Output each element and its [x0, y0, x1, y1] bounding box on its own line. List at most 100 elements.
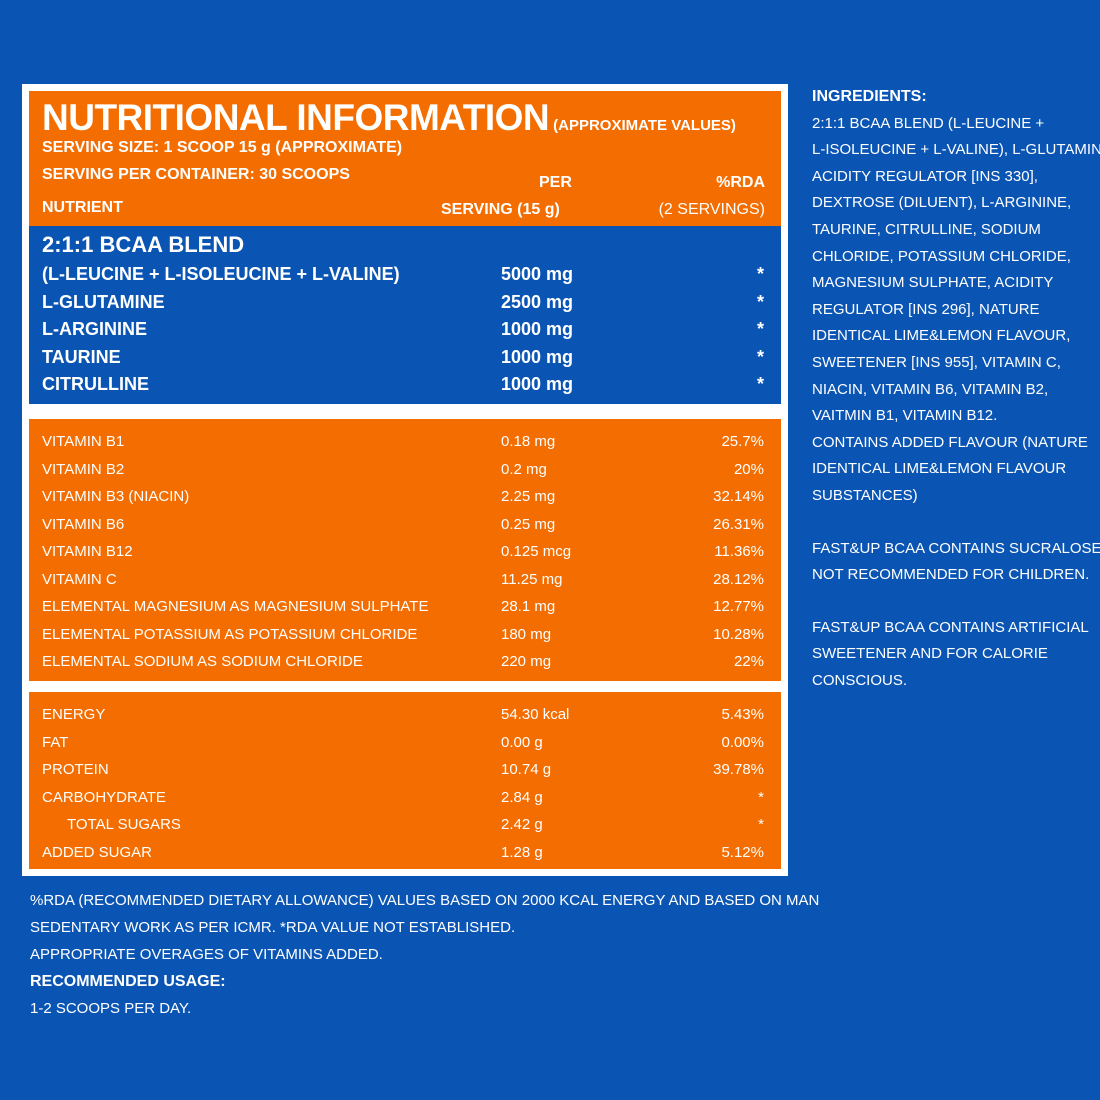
table-row: VITAMIN B3 (NIACIN) 2.25 mg 32.14%	[29, 486, 781, 513]
bcaa-title: 2:1:1 BCAA BLEND	[42, 232, 245, 257]
table-row: ELEMENTAL SODIUM AS SODIUM CHLORIDE 220 …	[29, 651, 781, 678]
table-row: ELEMENTAL MAGNESIUM AS MAGNESIUM SULPHAT…	[29, 596, 781, 623]
ingredients-line: DEXTROSE (DILUENT), L-ARGININE,	[812, 194, 1072, 212]
nutrient-rda: 28.12%	[713, 571, 764, 588]
table-row: CARBOHYDRATE 2.84 g *	[29, 787, 781, 814]
nutrient-name: ELEMENTAL POTASSIUM AS POTASSIUM CHLORID…	[42, 626, 418, 643]
nutrition-title: NUTRITIONAL INFORMATION (APPROXIMATE VALU…	[42, 97, 736, 139]
nutrient-name: L-GLUTAMINE	[42, 292, 165, 312]
nutrient-value: 0.25 mg	[501, 516, 556, 533]
table-row: ELEMENTAL POTASSIUM AS POTASSIUM CHLORID…	[29, 624, 781, 651]
table-row: VITAMIN B2 0.2 mg 20%	[29, 459, 781, 486]
overages-note: APPROPRIATE OVERAGES OF VITAMINS ADDED.	[30, 946, 383, 963]
ingredients-line: NIACIN, VITAMIN B6, VITAMIN B2,	[812, 380, 1049, 398]
table-row: VITAMIN B1 0.18 mg 25.7%	[29, 431, 781, 458]
sweetener-note: FAST&UP BCAA CONTAINS ARTIFICIAL	[812, 618, 1089, 636]
nutrient-value: 28.1 mg	[501, 598, 556, 615]
nutrient-rda: 12.77%	[713, 598, 764, 615]
nutrient-value: 10.74 g	[501, 761, 552, 778]
spacer	[812, 589, 1092, 615]
column-header-nutrient: NUTRIENT	[42, 199, 123, 216]
footnotes: %RDA (RECOMMENDED DIETARY ALLOWANCE) VAL…	[30, 887, 820, 1022]
nutrient-rda: 25.7%	[721, 433, 764, 450]
nutrient-name: VITAMIN B2	[42, 461, 125, 478]
nutrient-value: 180 mg	[501, 626, 552, 643]
nutrient-name: ELEMENTAL MAGNESIUM AS MAGNESIUM SULPHAT…	[42, 598, 429, 615]
nutrient-rda: *	[758, 816, 764, 833]
sweetener-note: CONSCIOUS.	[812, 671, 908, 689]
nutrient-name: CITRULLINE	[42, 374, 149, 394]
ingredients-column: INGREDIENTS: 2:1:1 BCAA BLEND (L-LEUCINE…	[812, 84, 1100, 694]
table-row: L-GLUTAMINE 2500 mg *	[29, 290, 781, 317]
nutrient-rda: 5.43%	[721, 706, 764, 723]
title-note: (APPROXIMATE VALUES)	[553, 117, 736, 134]
nutrient-name: TOTAL SUGARS	[67, 816, 181, 833]
nutrient-name: VITAMIN C	[42, 571, 117, 588]
column-header-per-line1: PER	[539, 174, 572, 191]
nutrient-rda: 26.31%	[713, 516, 764, 533]
nutrient-name: FAT	[42, 734, 69, 751]
table-row: VITAMIN C 11.25 mg 28.12%	[29, 569, 781, 596]
ingredients-line: IDENTICAL LIME&LEMON FLAVOUR,	[812, 327, 1071, 345]
table-row: TAURINE 1000 mg *	[29, 345, 781, 372]
table-row: FAT 0.00 g 0.00%	[29, 732, 781, 759]
nutrient-value: 2.84 g	[501, 789, 543, 806]
column-header-rda-line2: (2 SERVINGS)	[658, 201, 765, 218]
nutrient-value: 220 mg	[501, 653, 552, 670]
rda-footnote: SEDENTARY WORK AS PER ICMR. *RDA VALUE N…	[30, 919, 516, 936]
usage-title: RECOMMENDED USAGE:	[30, 973, 226, 990]
nutrient-rda: 5.12%	[721, 844, 764, 861]
nutrient-rda: 39.78%	[713, 761, 764, 778]
ingredients-line: SWEETENER [INS 955], VITAMIN C,	[812, 353, 1061, 371]
nutrient-name: ENERGY	[42, 706, 106, 723]
nutrient-value: 2.42 g	[501, 816, 543, 833]
nutrient-value: 11.25 mg	[501, 571, 563, 588]
nutrient-name: CARBOHYDRATE	[42, 789, 166, 806]
nutrient-name: VITAMIN B12	[42, 543, 133, 560]
nutrient-value: 0.18 mg	[501, 433, 556, 450]
table-row: PROTEIN 10.74 g 39.78%	[29, 759, 781, 786]
table-row: TOTAL SUGARS 2.42 g *	[29, 814, 781, 841]
nutrient-rda: 22%	[733, 653, 764, 670]
nutrient-rda: 0.00%	[721, 734, 764, 751]
ingredients-line: TAURINE, CITRULLINE, SODIUM	[812, 220, 1041, 238]
nutrient-rda: *	[756, 347, 764, 367]
nutrient-value: 1000 mg	[501, 374, 574, 394]
nutrient-name: ELEMENTAL SODIUM AS SODIUM CHLORIDE	[42, 653, 363, 670]
rda-footnote: %RDA (RECOMMENDED DIETARY ALLOWANCE) VAL…	[30, 892, 820, 909]
column-header-rda-line1: %RDA	[716, 174, 765, 191]
table-row: VITAMIN B12 0.125 mcg 11.36%	[29, 541, 781, 568]
table-row: CITRULLINE 1000 mg *	[29, 372, 781, 399]
table-row: VITAMIN B6 0.25 mg 26.31%	[29, 514, 781, 541]
nutrient-name: ADDED SUGAR	[42, 844, 153, 861]
nutrient-value: 5000 mg	[501, 264, 574, 284]
usage-text: 1-2 SCOOPS PER DAY.	[30, 1000, 192, 1017]
nutrient-value: 0.2 mg	[501, 461, 547, 478]
nutrient-rda: *	[756, 319, 764, 339]
nutrient-name: VITAMIN B6	[42, 516, 125, 533]
nutrient-name: (L-LEUCINE + L-ISOLEUCINE + L-VALINE)	[42, 264, 400, 284]
nutrient-rda: 32.14%	[713, 488, 764, 505]
nutrient-name: VITAMIN B1	[42, 433, 125, 450]
ingredients-line: VAITMIN B1, VITAMIN B12.	[812, 407, 998, 425]
nutrition-title-text: NUTRITIONAL INFORMATION	[42, 97, 550, 138]
nutrient-rda: *	[756, 292, 764, 312]
table-row: ENERGY 54.30 kcal 5.43%	[29, 704, 781, 731]
sweetener-note: SWEETENER AND FOR CALORIE	[812, 645, 1048, 663]
sucralose-warning: NOT RECOMMENDED FOR CHILDREN.	[812, 566, 1090, 584]
ingredients-line: 2:1:1 BCAA BLEND (L-LEUCINE +	[812, 114, 1045, 132]
bcaa-section: 2:1:1 BCAA BLEND (L-LEUCINE + L-ISOLEUCI…	[29, 226, 781, 404]
nutrient-name: PROTEIN	[42, 761, 109, 778]
nutrient-value: 0.125 mcg	[501, 543, 572, 560]
nutrient-rda: *	[758, 789, 764, 806]
energy-section: ENERGY 54.30 kcal 5.43% FAT 0.00 g 0.00%…	[29, 692, 781, 869]
nutrient-value: 2500 mg	[501, 292, 574, 312]
serving-per-container: SERVING PER CONTAINER: 30 SCOOPS	[42, 166, 350, 183]
serving-size: SERVING SIZE: 1 SCOOP 15 g (APPROXIMATE)	[42, 139, 403, 156]
nutrition-panel: NUTRITIONAL INFORMATION (APPROXIMATE VALU…	[22, 84, 788, 876]
ingredients-line: IDENTICAL LIME&LEMON FLAVOUR	[812, 460, 1067, 478]
table-row: (L-LEUCINE + L-ISOLEUCINE + L-VALINE) 50…	[29, 262, 781, 289]
nutrient-name: VITAMIN B3 (NIACIN)	[42, 488, 190, 505]
nutrient-rda: 20%	[733, 461, 764, 478]
ingredients-line: L-ISOLEUCINE + L-VALINE), L-GLUTAMINE,	[812, 141, 1100, 159]
